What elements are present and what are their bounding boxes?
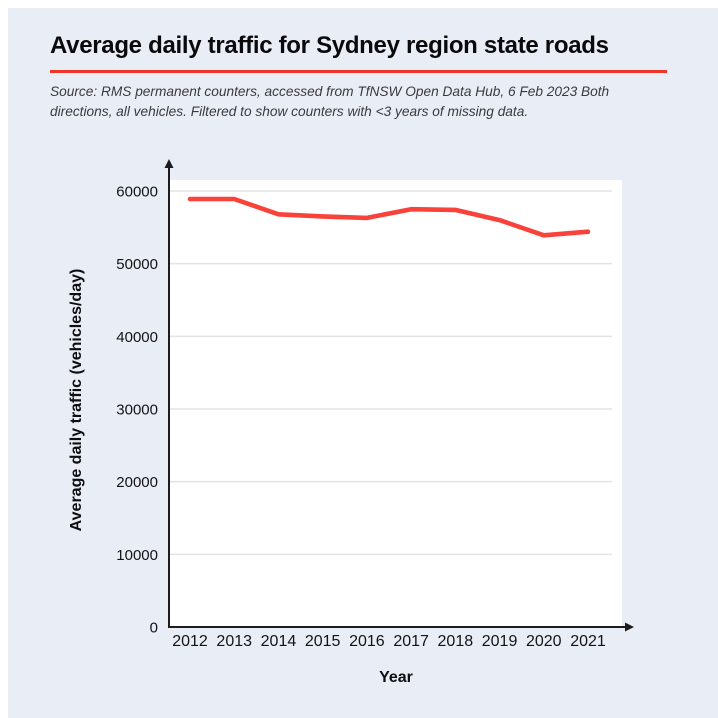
- y-axis-arrow-icon: [164, 159, 174, 168]
- x-tick-label: 2017: [393, 633, 429, 650]
- x-tick-label: 2018: [438, 633, 474, 650]
- x-tick-label: 2015: [305, 633, 341, 650]
- x-tick-label: 2020: [526, 633, 562, 650]
- title-divider-rule: [50, 70, 667, 73]
- y-tick-label: 20000: [116, 474, 158, 491]
- x-axis-title: Year: [379, 669, 413, 686]
- x-axis-arrow-icon: [625, 622, 634, 632]
- y-tick-label: 0: [150, 620, 158, 637]
- x-tick-label: 2021: [570, 633, 606, 650]
- x-tick-label: 2019: [482, 633, 518, 650]
- chart-title: Average daily traffic for Sydney region …: [50, 32, 609, 59]
- source-note-line-2: directions, all vehicles. Filtered to sh…: [50, 103, 529, 119]
- x-tick-label: 2016: [349, 633, 385, 650]
- chart-card: Average daily traffic for Sydney region …: [8, 8, 718, 718]
- y-tick-label: 60000: [116, 184, 158, 201]
- source-note: Source: RMS permanent counters, accessed…: [50, 82, 670, 121]
- y-tick-label: 30000: [116, 402, 158, 419]
- line-chart: 0 10000 20000 30000 40000 50000 60000 2012 2013 2…: [68, 159, 634, 686]
- y-tick-label: 10000: [116, 547, 158, 564]
- y-tick-label: 40000: [116, 329, 158, 346]
- plot-area: [169, 180, 622, 627]
- source-note-line-1: Source: RMS permanent counters, accessed…: [50, 84, 610, 99]
- x-tick-label: 2013: [216, 633, 252, 650]
- y-axis-title: Average daily traffic (vehicles/day): [68, 269, 85, 532]
- x-tick-label: 2014: [261, 633, 297, 650]
- traffic-line: [187, 196, 591, 238]
- y-tick-label: 50000: [116, 256, 158, 273]
- x-tick-label: 2012: [172, 633, 208, 650]
